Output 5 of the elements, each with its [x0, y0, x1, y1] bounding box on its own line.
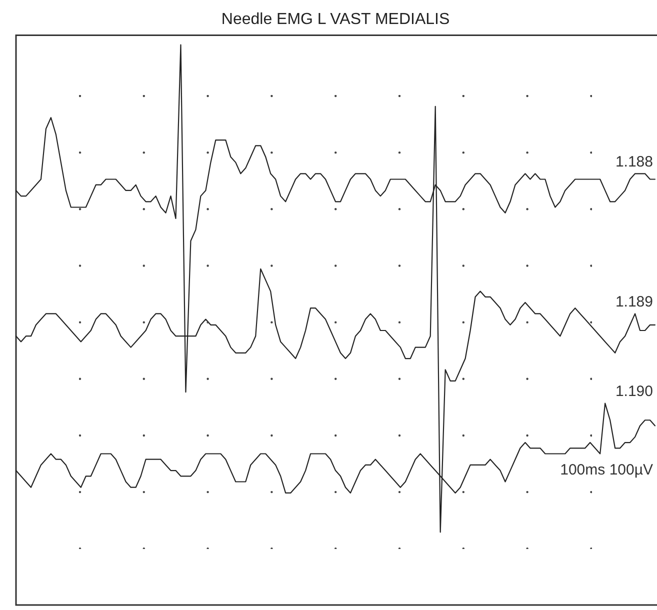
annotation: 1.189 [615, 293, 653, 310]
annotation: 100ms 100µV [560, 461, 653, 478]
annotation: 1.190 [615, 382, 653, 400]
chart-title: Needle EMG L VAST MEDIALIS [221, 11, 450, 28]
annotation: 1.188 [615, 153, 653, 170]
